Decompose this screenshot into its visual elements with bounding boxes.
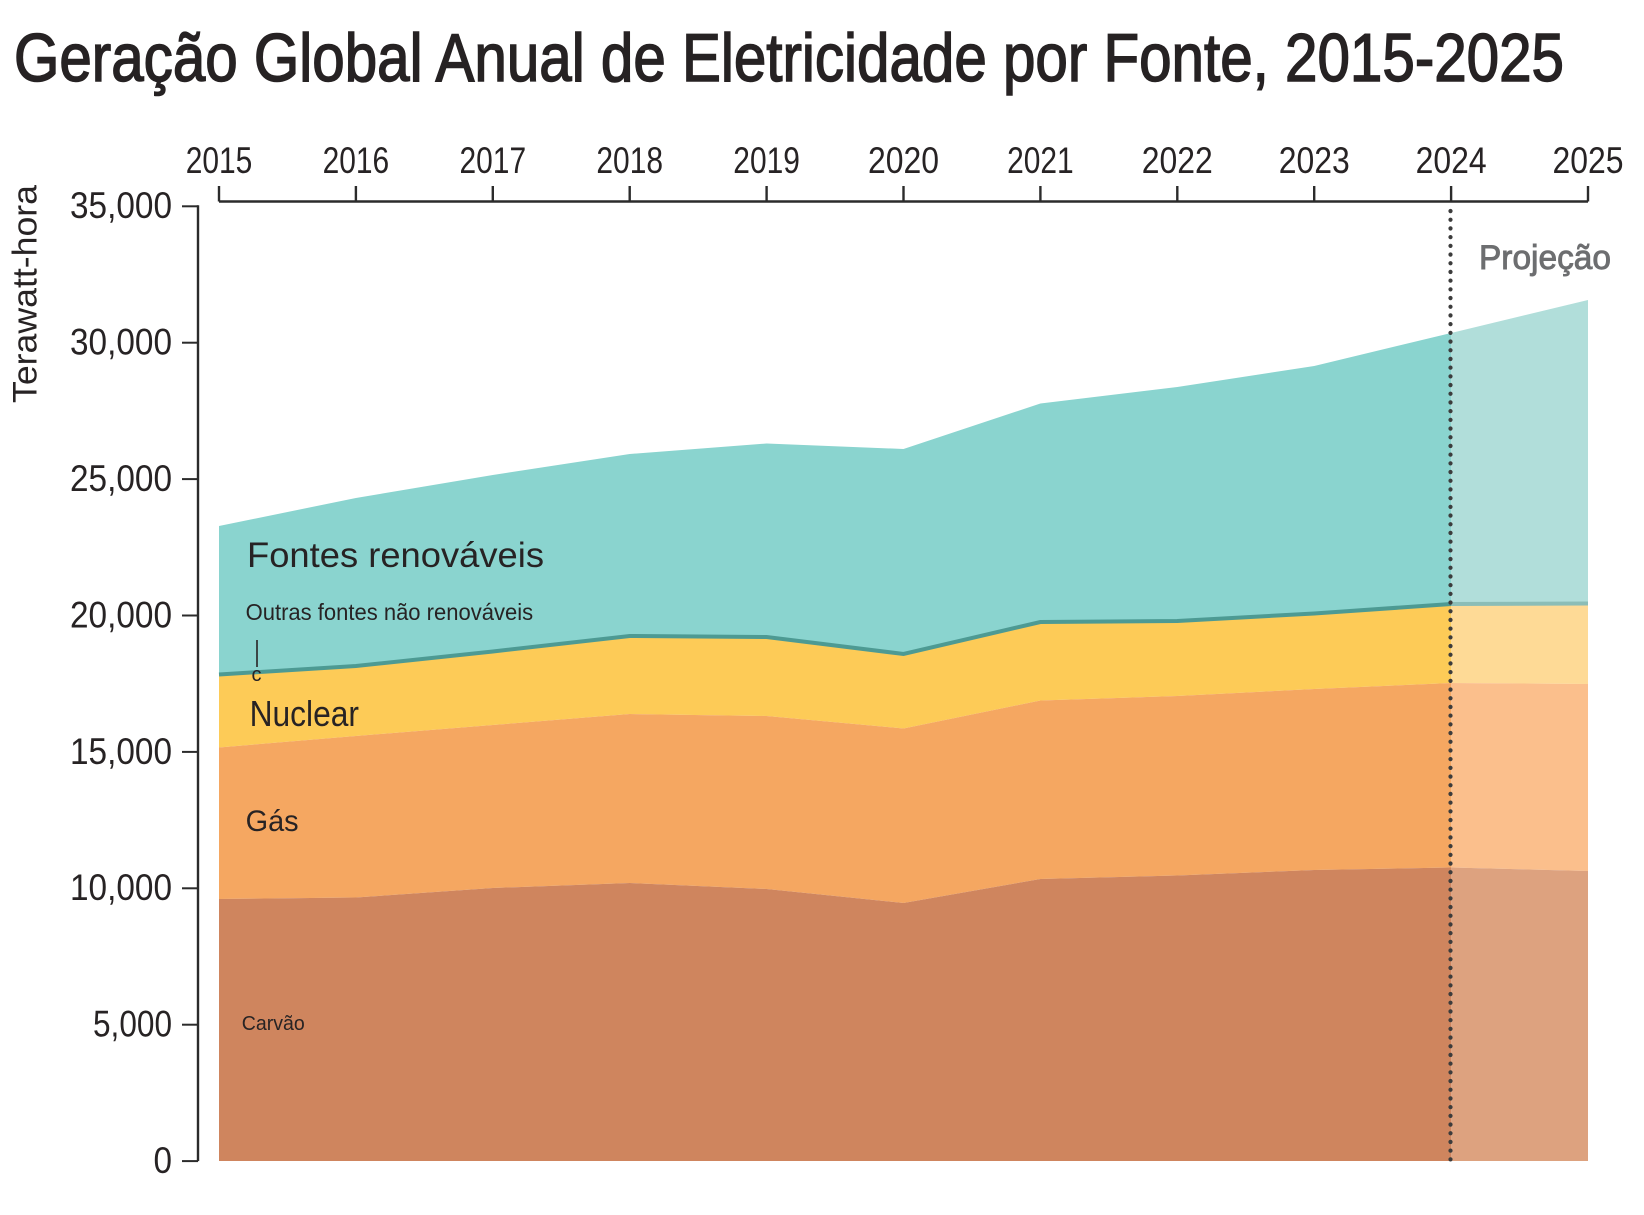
svg-text:20,000: 20,000 xyxy=(70,594,172,635)
svg-text:15,000: 15,000 xyxy=(70,731,172,772)
svg-text:10,000: 10,000 xyxy=(70,867,172,908)
svg-text:2022: 2022 xyxy=(1142,140,1213,181)
svg-text:2017: 2017 xyxy=(460,140,527,181)
svg-text:2019: 2019 xyxy=(733,140,800,181)
svg-text:c: c xyxy=(252,664,262,686)
svg-text:2024: 2024 xyxy=(1416,140,1487,181)
svg-text:Outras fontes não renováveis: Outras fontes não renováveis xyxy=(246,599,533,625)
svg-text:Carvão: Carvão xyxy=(242,1013,305,1035)
svg-text:0: 0 xyxy=(154,1140,173,1181)
svg-text:Nuclear: Nuclear xyxy=(250,693,359,734)
svg-text:Geração Global Anual de Eletri: Geração Global Anual de Eletricidade por… xyxy=(14,20,1564,96)
svg-text:Fontes renováveis: Fontes renováveis xyxy=(247,536,544,575)
svg-text:2025: 2025 xyxy=(1553,140,1624,181)
svg-text:2021: 2021 xyxy=(1007,140,1074,181)
svg-text:Terawatt-hora: Terawatt-hora xyxy=(7,185,45,403)
svg-text:2023: 2023 xyxy=(1279,140,1350,181)
svg-text:5,000: 5,000 xyxy=(93,1004,172,1045)
svg-text:35,000: 35,000 xyxy=(70,185,172,226)
svg-text:2020: 2020 xyxy=(868,140,939,181)
svg-text:2018: 2018 xyxy=(596,140,663,181)
svg-text:30,000: 30,000 xyxy=(70,322,172,363)
svg-text:2016: 2016 xyxy=(323,140,390,181)
svg-text:Gás: Gás xyxy=(246,805,299,838)
svg-text:25,000: 25,000 xyxy=(70,458,172,499)
svg-text:2015: 2015 xyxy=(186,140,253,181)
svg-text:Projeção: Projeção xyxy=(1479,239,1611,277)
